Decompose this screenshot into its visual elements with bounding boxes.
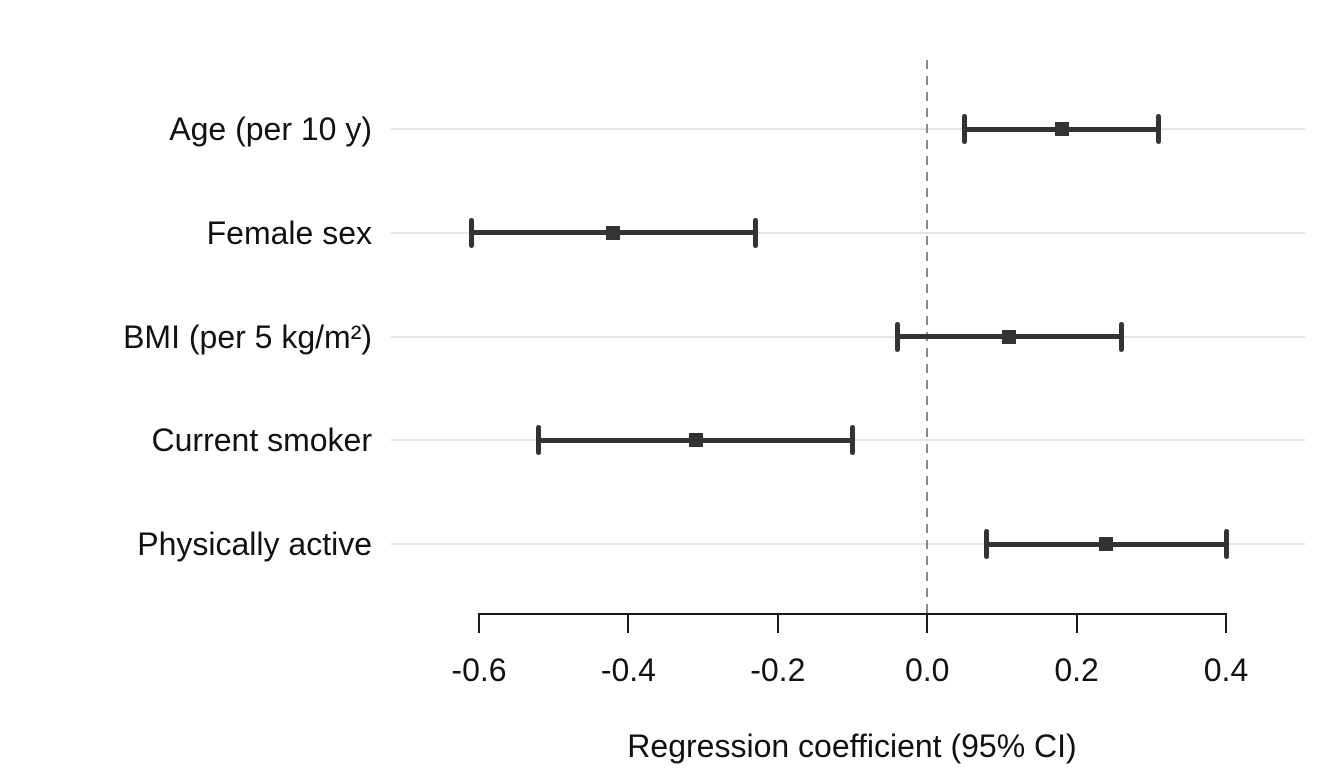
row-gridline — [391, 543, 1305, 545]
ci-cap-high — [1118, 321, 1124, 352]
x-axis-tick-label: -0.6 — [451, 652, 507, 688]
category-label: BMI (per 5 kg/m²) — [123, 318, 372, 355]
point-estimate-marker — [688, 433, 703, 448]
x-axis-tick-label: 0.0 — [904, 652, 950, 688]
point-estimate-marker — [1002, 329, 1017, 344]
x-axis-tick — [1225, 613, 1227, 633]
x-axis-tick — [776, 613, 779, 633]
x-axis-tick-label: 0.4 — [1203, 652, 1249, 688]
ci-cap-low — [894, 321, 900, 352]
x-axis-tick — [1075, 613, 1078, 633]
x-axis-tick — [627, 613, 630, 633]
point-estimate-marker — [606, 225, 621, 240]
x-axis-tick — [926, 613, 929, 633]
ci-cap-high — [1223, 529, 1229, 559]
category-label: Female sex — [206, 214, 372, 251]
category-label: Current smoker — [151, 422, 373, 459]
x-axis-line — [479, 613, 1226, 615]
row-gridline — [391, 128, 1305, 130]
category-label: Physically active — [137, 526, 372, 562]
ci-cap-high — [1156, 114, 1162, 144]
x-axis-tick-label: 0.2 — [1054, 652, 1099, 688]
ci-cap-low — [984, 529, 990, 559]
ci-cap-high — [752, 217, 758, 248]
point-estimate-marker — [1099, 537, 1114, 551]
ci-cap-high — [850, 425, 855, 456]
x-axis-title: Regression coefficient (95% CI) — [627, 728, 1077, 764]
ci-cap-low — [536, 425, 542, 456]
category-label: Age (per 10 y) — [169, 111, 372, 147]
x-axis-tick-label: -0.2 — [750, 652, 806, 688]
row-gridline — [391, 231, 1305, 234]
point-estimate-marker — [1054, 122, 1069, 136]
ci-cap-low — [469, 217, 475, 248]
ci-cap-low — [962, 114, 968, 144]
x-axis-tick — [478, 613, 480, 633]
x-axis-tick-label: -0.4 — [600, 652, 656, 688]
row-gridline — [391, 335, 1305, 338]
